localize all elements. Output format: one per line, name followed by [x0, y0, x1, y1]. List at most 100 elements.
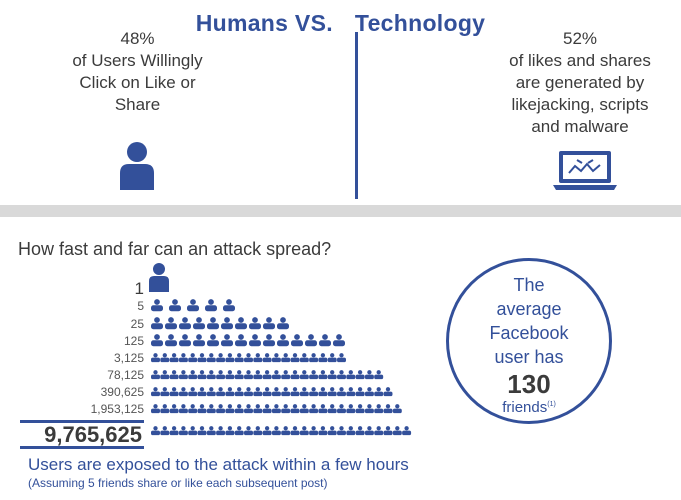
person-icon	[271, 353, 281, 363]
person-icon	[299, 426, 309, 436]
person-row	[151, 317, 291, 336]
person-icon	[327, 370, 337, 380]
person-icon	[206, 353, 216, 363]
person-icon	[262, 353, 272, 363]
person-icon	[346, 387, 356, 397]
spread-question: How fast and far can an attack spread?	[18, 239, 332, 259]
person-icon	[337, 426, 346, 436]
person-row	[151, 299, 237, 318]
person-icon	[216, 404, 226, 414]
friends-word: friends	[502, 399, 548, 416]
person-icon	[327, 404, 337, 414]
person-icon	[299, 404, 309, 414]
row-label: 25	[130, 317, 144, 331]
row-label: 5	[137, 299, 144, 313]
person-icon	[193, 334, 205, 347]
person-icon	[253, 404, 263, 414]
person-icon	[337, 370, 346, 380]
person-icon	[178, 353, 188, 363]
person-icon	[188, 387, 198, 397]
person-icon	[234, 387, 244, 397]
person-icon	[235, 334, 247, 347]
person-icon	[271, 370, 281, 380]
person-icon	[253, 370, 263, 380]
person-icon	[291, 334, 303, 347]
person-icon	[277, 334, 289, 347]
person-icon	[290, 404, 300, 414]
person-icon	[392, 426, 402, 436]
person-icon	[221, 334, 233, 347]
row-label: 78,125	[107, 368, 144, 382]
person-icon	[197, 404, 207, 414]
person-icon	[355, 404, 365, 414]
person-row	[151, 424, 413, 442]
title-right: Technology	[354, 10, 486, 36]
row-label: 125	[123, 334, 144, 348]
final-count-bar: 9,765,625	[20, 420, 144, 449]
person-icon	[216, 387, 226, 397]
person-row	[151, 385, 395, 403]
person-icon	[271, 387, 281, 397]
person-icon	[281, 353, 291, 363]
person-icon	[206, 426, 216, 436]
person-icon	[225, 370, 235, 380]
person-icon	[234, 370, 244, 380]
person-icon	[178, 404, 188, 414]
person-icon	[151, 317, 163, 330]
person-icon	[281, 370, 291, 380]
person-icon	[223, 299, 235, 312]
person-icon	[318, 387, 328, 397]
initial-person-icon	[148, 262, 170, 297]
person-icon	[262, 387, 272, 397]
person-icon	[327, 353, 337, 363]
row-label: 1,953,125	[90, 402, 144, 416]
person-row	[151, 351, 348, 369]
person-icon	[319, 334, 331, 347]
person-icon	[309, 353, 319, 363]
person-icon	[337, 387, 346, 397]
person-icon	[225, 353, 235, 363]
person-row	[151, 368, 385, 386]
circle-line1: The	[513, 275, 545, 295]
title-left: Humans VS.	[195, 10, 333, 36]
person-icon	[374, 426, 384, 436]
person-icon	[327, 426, 337, 436]
person-icon	[277, 317, 289, 330]
person-icon	[207, 334, 219, 347]
row-label: 1	[134, 279, 144, 298]
person-icon	[234, 426, 244, 436]
person-icon	[374, 370, 384, 380]
person-icon	[169, 426, 179, 436]
person-icon	[402, 426, 412, 436]
person-icon	[364, 404, 374, 414]
person-icon	[383, 404, 393, 414]
person-icon	[179, 317, 191, 330]
person-icon	[234, 353, 244, 363]
person-icon	[355, 370, 365, 380]
person-icon	[364, 387, 374, 397]
person-icon	[249, 317, 261, 330]
person-icon	[178, 387, 188, 397]
person-icon	[355, 387, 365, 397]
vertical-divider	[355, 32, 358, 199]
person-icon	[151, 387, 160, 397]
person-icon	[244, 370, 253, 380]
person-icon	[253, 387, 263, 397]
person-icon	[197, 387, 207, 397]
section-divider-band	[0, 205, 681, 217]
person-icon	[151, 426, 160, 436]
person-icon	[160, 387, 170, 397]
person-icon	[169, 370, 179, 380]
person-icon	[160, 404, 170, 414]
person-icon	[253, 426, 263, 436]
person-icon	[216, 353, 226, 363]
person-icon	[151, 353, 160, 363]
humans-percent: 48%	[120, 29, 155, 48]
person-row	[151, 334, 347, 353]
person-icon	[290, 370, 300, 380]
person-icon	[318, 426, 328, 436]
person-icon	[281, 404, 291, 414]
person-icon	[374, 404, 384, 414]
person-icon	[188, 404, 198, 414]
person-icon	[178, 426, 188, 436]
